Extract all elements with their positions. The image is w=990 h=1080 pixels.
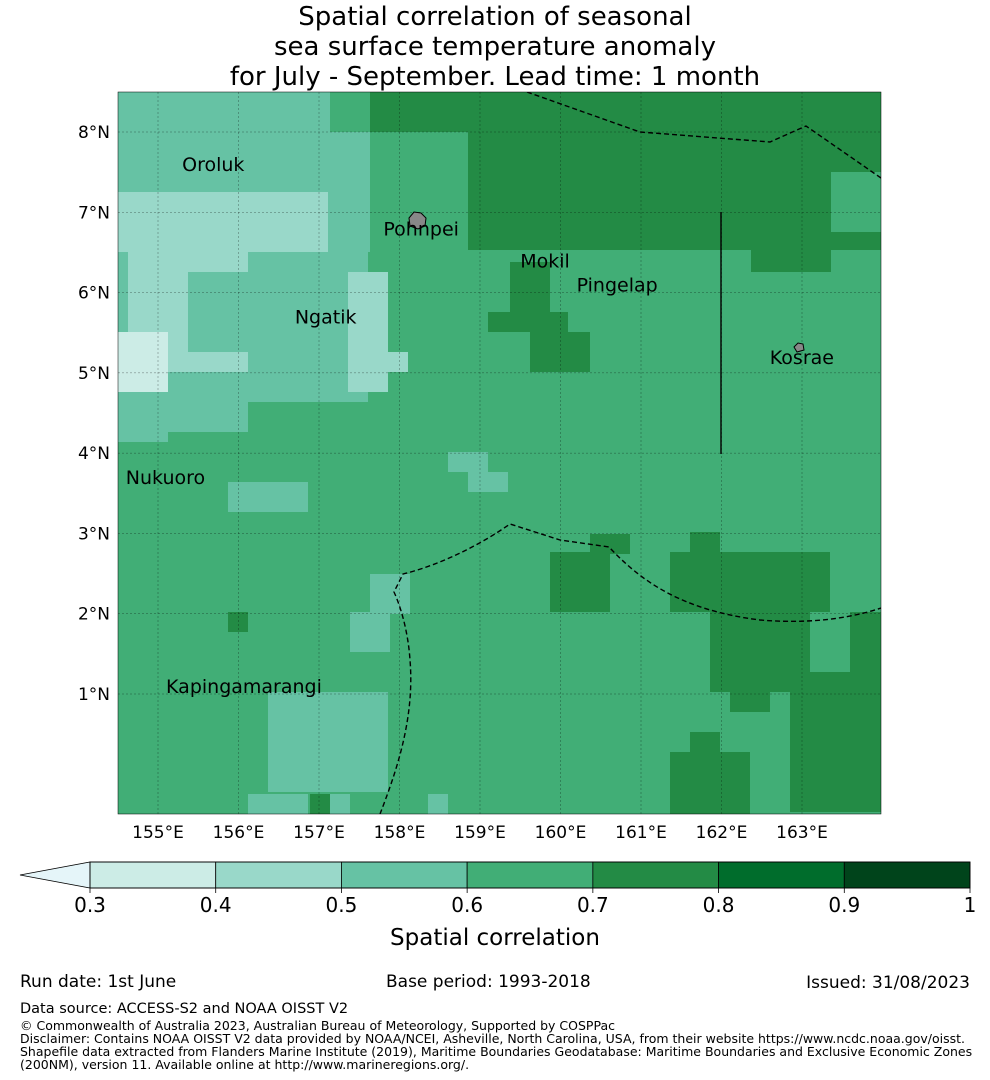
kosrae-island: [793, 342, 805, 353]
lat-tick-label: 1°N: [78, 685, 110, 705]
colorbar-tick-label: 0.7: [577, 893, 609, 917]
maritime-boundaries: [379, 92, 881, 814]
data-source: Data source: ACCESS-S2 and NOAA OISST V2: [20, 1001, 349, 1017]
title-line-2: sea surface temperature anomaly: [274, 32, 716, 62]
islands: [408, 211, 805, 353]
colorbar-segment: [89, 861, 217, 889]
lat-tick-label: 4°N: [78, 444, 110, 464]
colorbar-tick-label: 1: [964, 893, 977, 917]
place-label-kosrae: Kosrae: [770, 347, 834, 369]
colorbar-segment: [215, 861, 342, 889]
run-date: Run date: 1st June: [20, 972, 177, 992]
colorbar-tick-label: 0.3: [74, 893, 106, 917]
place-label-ngatik: Ngatik: [295, 307, 357, 329]
colorbar-under-arrow: [19, 861, 91, 889]
chart-title: Spatial correlation of seasonal sea surf…: [0, 2, 990, 92]
correlation-map: 155°E 156°E 157°E 158°E 159°E 160°E 161°E 162°E…: [19, 91, 976, 951]
eez-boundary-south: [379, 523, 881, 814]
lat-tick-label: 6°N: [78, 284, 110, 304]
colorbar-tick-labels: 0.3 0.4 0.5 0.6 0.7 0.8 0.9 1: [74, 888, 976, 917]
colorbar-tick-label: 0.5: [326, 893, 358, 917]
lat-tick-label: 2°N: [78, 605, 110, 625]
lon-tick-label: 158°E: [374, 823, 426, 843]
title-line-1: Spatial correlation of seasonal: [298, 2, 692, 32]
latitude-tick-labels: 1°N 2°N 3°N 4°N 5°N 6°N 7°N 8°N: [78, 123, 110, 705]
lon-tick-label: 162°E: [696, 823, 748, 843]
base-period: Base period: 1993-2018: [386, 972, 591, 992]
colorbar-label: Spatial correlation: [390, 925, 600, 951]
lon-tick-label: 159°E: [454, 823, 506, 843]
colorbar-segment: [341, 861, 468, 889]
graticule: [118, 92, 881, 814]
lon-tick-label: 156°E: [213, 823, 265, 843]
place-label-oroluk: Oroluk: [182, 154, 244, 176]
place-label-kapingamarangi: Kapingamarangi: [166, 676, 322, 698]
disclaimer-line-2: Shapefile data extracted from Flanders M…: [20, 1044, 973, 1059]
title-line-3: for July - September. Lead time: 1 month: [229, 62, 761, 92]
place-label-mokil: Mokil: [520, 250, 570, 272]
place-label-pingelap: Pingelap: [577, 275, 658, 297]
disclaimer-line-1: Disclaimer: Contains NOAA OISST V2 data …: [20, 1031, 965, 1046]
colorbar-tick-label: 0.4: [200, 893, 232, 917]
eez-boundary-north: [526, 92, 881, 179]
map-frame: [117, 91, 882, 815]
lon-tick-label: 160°E: [535, 823, 587, 843]
colorbar-segment: [592, 861, 719, 889]
colorbar-segment: [718, 861, 845, 889]
colorbar-tick-label: 0.9: [828, 893, 860, 917]
lon-tick-label: 161°E: [615, 823, 667, 843]
colorbar: 0.3 0.4 0.5 0.6 0.7 0.8 0.9 1 Spatial correlati…: [19, 861, 976, 951]
disclaimer-line-3: (200NM), version 11. Available online at…: [20, 1057, 470, 1072]
lat-tick-label: 8°N: [78, 123, 110, 143]
lat-tick-label: 7°N: [78, 203, 110, 223]
lon-tick-label: 157°E: [293, 823, 345, 843]
place-label-pohnpei: Pohnpei: [383, 218, 459, 240]
colorbar-segment: [466, 861, 594, 889]
place-label-nukuoro: Nukuoro: [126, 467, 205, 489]
copyright: © Commonwealth of Australia 2023, Austra…: [20, 1018, 615, 1033]
lat-tick-label: 3°N: [78, 524, 110, 544]
colorbar-tick-label: 0.8: [703, 893, 735, 917]
longitude-tick-labels: 155°E 156°E 157°E 158°E 159°E 160°E 161°E 162°E…: [132, 823, 828, 843]
lat-tick-label: 5°N: [78, 364, 110, 384]
lon-tick-label: 155°E: [132, 823, 184, 843]
issued-date: Issued: 31/08/2023: [806, 973, 970, 993]
place-labels: Oroluk Pohnpei Mokil Pingelap Ngatik Kosrae Nu…: [126, 154, 834, 698]
pohnpei-island: [408, 211, 427, 230]
colorbar-tick-label: 0.6: [451, 893, 483, 917]
lon-tick-label: 163°E: [776, 823, 828, 843]
colorbar-segment: [843, 861, 971, 889]
